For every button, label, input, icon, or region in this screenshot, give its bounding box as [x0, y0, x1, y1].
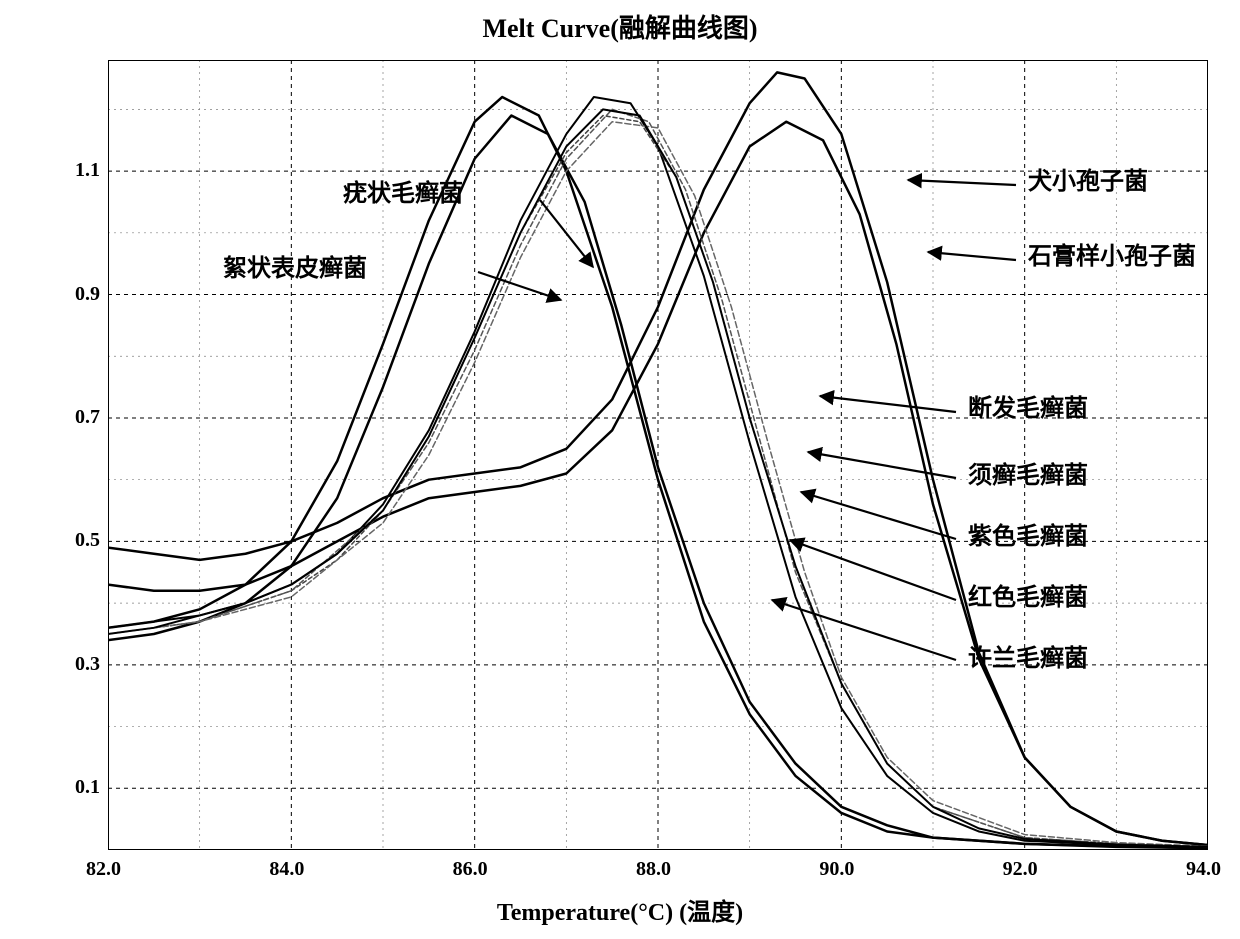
curve-annotation: 许兰毛癣菌	[968, 638, 1088, 673]
curve-annotation: 紫色毛癣菌	[968, 516, 1088, 551]
curve-annotation: 石膏样小孢子菌	[1028, 236, 1196, 271]
chart-container: { "chart": { "type": "line", "title": "M…	[0, 0, 1240, 939]
curve-annotation: 犬小孢子菌	[1028, 161, 1148, 196]
x-tick-label: 86.0	[453, 858, 488, 881]
y-tick-label: 0.1	[75, 776, 100, 799]
x-tick-label: 88.0	[636, 858, 671, 881]
x-tick-label: 82.0	[86, 858, 121, 881]
x-tick-label: 84.0	[269, 858, 304, 881]
x-tick-label: 92.0	[1003, 858, 1038, 881]
y-tick-label: 0.9	[75, 283, 100, 306]
x-tick-label: 90.0	[819, 858, 854, 881]
chart-title: Melt Curve(融解曲线图)	[0, 8, 1240, 45]
curve-annotation: 红色毛癣菌	[968, 577, 1088, 612]
curve-annotation: 疣状毛癣菌	[343, 173, 463, 208]
curve-annotation: 断发毛癣菌	[968, 388, 1088, 423]
y-tick-label: 0.7	[75, 406, 100, 429]
x-axis-label: Temperature(°C) (温度)	[0, 892, 1240, 927]
curve-annotation: 须癣毛癣菌	[968, 455, 1088, 490]
x-tick-label: 94.0	[1186, 858, 1221, 881]
y-tick-label: 0.3	[75, 653, 100, 676]
y-tick-label: 0.5	[75, 529, 100, 552]
curve-annotation: 絮状表皮癣菌	[223, 248, 367, 283]
y-tick-label: 1.1	[75, 159, 100, 182]
